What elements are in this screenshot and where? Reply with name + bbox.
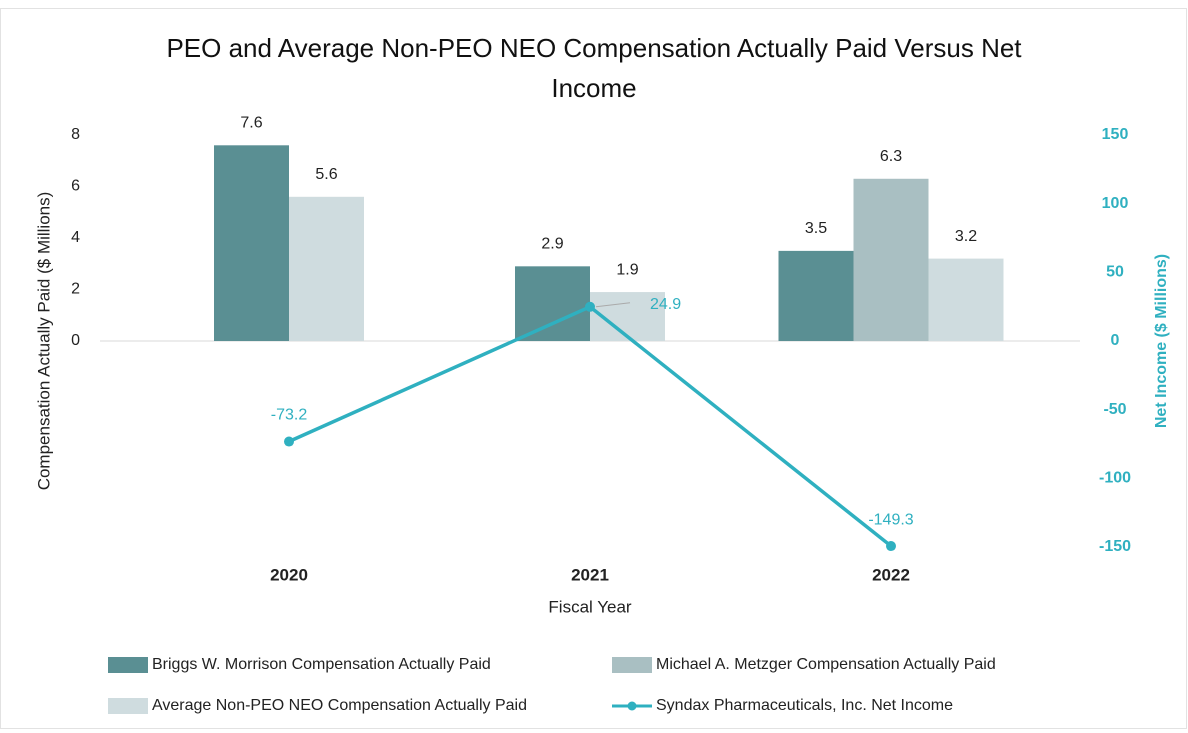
y2-tick-label: 150 (1102, 126, 1129, 143)
line-value-label: -73.2 (271, 407, 308, 424)
legend-label: Average Non-PEO NEO Compensation Actuall… (152, 697, 527, 714)
legend-label: Briggs W. Morrison Compensation Actually… (152, 656, 491, 673)
line (288, 304, 893, 548)
y2-tick-label: -150 (1099, 538, 1131, 555)
y2-tick-label: 100 (1102, 195, 1129, 212)
x-tick-label: 2021 (571, 565, 609, 584)
y2-tick-label: -50 (1103, 401, 1126, 418)
bar-value-label: 1.9 (616, 261, 638, 278)
bar (778, 250, 854, 341)
y2-axis-label: Net Income ($ Millions) (1153, 254, 1170, 428)
y-tick-label: 8 (71, 126, 80, 143)
line-value-label: 24.9 (650, 296, 681, 313)
bar-value-label: 2.9 (541, 236, 563, 253)
y-tick-label: 0 (71, 332, 80, 349)
y-axis-label: Compensation Actually Paid ($ Millions) (34, 192, 53, 491)
y-tick-label: 4 (71, 229, 80, 246)
y-tick-label: 6 (71, 178, 80, 195)
line-point (886, 541, 896, 552)
y-tick-label: 2 (71, 281, 80, 298)
bar-value-label: 6.3 (880, 148, 902, 165)
bar (214, 145, 289, 341)
frame (0, 8, 1187, 729)
legend-label: Syndax Pharmaceuticals, Inc. Net Income (656, 697, 953, 714)
bar-value-label: 3.2 (955, 228, 977, 245)
y2-tick-label: 50 (1106, 264, 1124, 281)
y2-tick-label: 0 (1111, 332, 1120, 349)
line-point (585, 301, 595, 312)
bar (928, 258, 1004, 341)
bar (853, 178, 929, 341)
chart-title: PEO and Average Non-PEO NEO Compensation… (166, 33, 1022, 103)
legend-swatch (108, 698, 148, 714)
x-tick-label: 2020 (270, 565, 308, 584)
legend-label: Michael A. Metzger Compensation Actually… (656, 656, 996, 673)
y2-tick-label: -100 (1099, 470, 1131, 487)
line-point (284, 436, 294, 447)
bar-value-label: 5.6 (315, 166, 337, 183)
bar (515, 266, 590, 341)
bar (289, 196, 364, 341)
leader-line (595, 302, 631, 308)
line-value-label: -149.3 (868, 511, 913, 528)
legend-swatch (612, 657, 652, 673)
bar-value-label: 3.5 (805, 220, 827, 237)
legend-swatch-dot (627, 701, 637, 711)
x-tick-label: 2022 (872, 565, 910, 584)
x-axis-label: Fiscal Year (548, 597, 631, 616)
legend-swatch (108, 657, 148, 673)
bar-value-label: 7.6 (240, 115, 262, 132)
